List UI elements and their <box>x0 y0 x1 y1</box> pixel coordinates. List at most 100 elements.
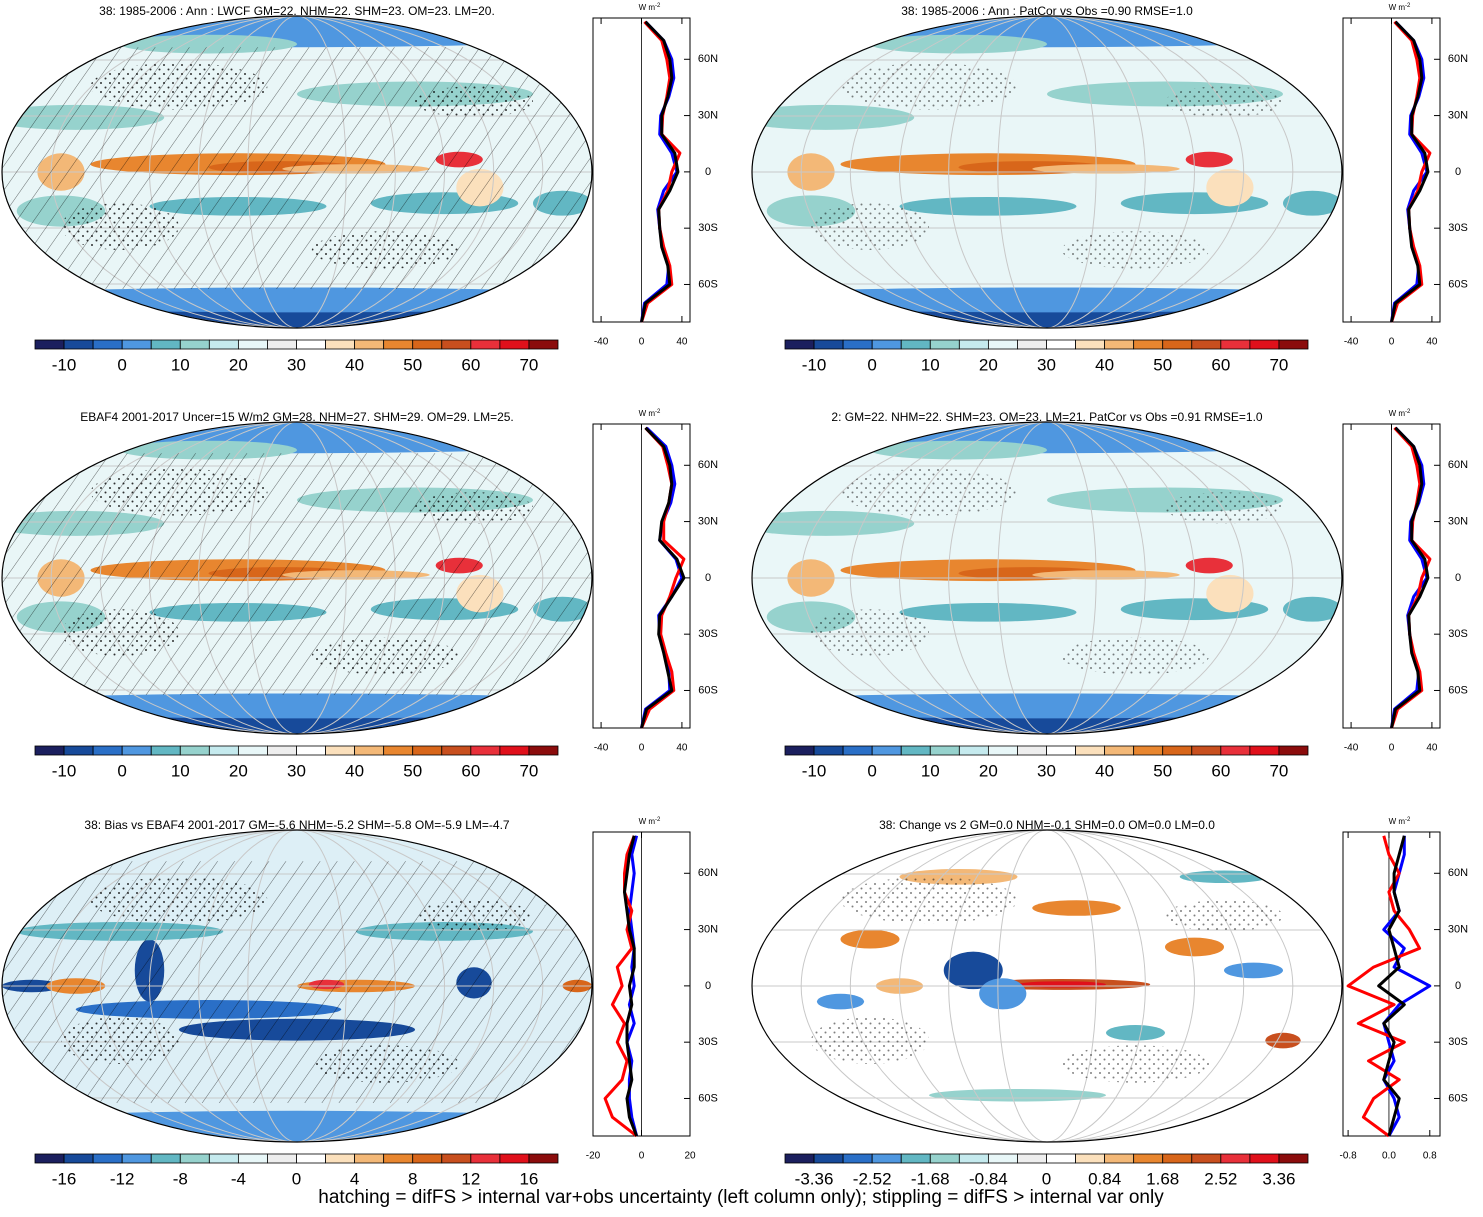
y-tick-label: 0 <box>1455 572 1461 584</box>
x-tick-label: 0 <box>639 1151 645 1162</box>
colorbar-box <box>470 1153 501 1164</box>
colorbar-box <box>208 339 239 350</box>
colorbar-label: 70 <box>1269 355 1288 374</box>
colorbar-box <box>987 1153 1018 1164</box>
colorbar-box <box>1278 1153 1309 1164</box>
colorbar-label: -10 <box>52 761 77 780</box>
x-tick-label: 0.0 <box>1382 1151 1396 1162</box>
colorbar-box <box>987 339 1018 350</box>
colorbar-label: 60 <box>1211 355 1230 374</box>
colorbar-label: -12 <box>110 1169 135 1188</box>
colorbar-box <box>813 339 844 350</box>
colorbar-box <box>296 339 326 350</box>
colorbar-box <box>958 1153 989 1164</box>
y-tick-label: 60N <box>1448 459 1468 471</box>
stippling <box>90 876 268 924</box>
colorbar-box <box>237 745 268 756</box>
colorbar-box <box>958 745 989 756</box>
units-base: W m <box>639 817 656 826</box>
field-blob <box>2 16 592 48</box>
colorbar-label: -0.84 <box>969 1169 1008 1188</box>
colorbar-label: 20 <box>979 761 998 780</box>
colorbar-box <box>237 339 268 350</box>
map-outline <box>1 829 593 1143</box>
colorbar-label: 70 <box>1269 761 1288 780</box>
profile-line <box>1390 426 1430 729</box>
profile-line <box>640 426 686 729</box>
colorbar-label: 40 <box>345 355 364 374</box>
stippling <box>1165 900 1283 932</box>
profile-line <box>640 426 686 729</box>
colorbar-label: 20 <box>979 355 998 374</box>
colorbar-label: 4 <box>350 1169 359 1188</box>
field-blob <box>870 34 1047 54</box>
profile-line <box>1346 835 1422 1138</box>
colorbar-label: 40 <box>1095 761 1114 780</box>
colorbar-label: 0 <box>117 761 126 780</box>
field-blob <box>752 16 1342 48</box>
field-blob <box>1185 557 1233 574</box>
footer: hatching = difFS > internal var+obs unce… <box>318 1187 1164 1208</box>
x-tick-label: 0.8 <box>1423 1151 1437 1162</box>
units: W m-2 <box>639 817 661 827</box>
units-base: W m <box>1389 817 1406 826</box>
units-exp: -2 <box>1405 817 1411 823</box>
field-blob <box>1032 570 1180 580</box>
colorbar-box <box>441 745 472 756</box>
x-tick-label: 40 <box>1426 743 1438 754</box>
colorbar-box <box>354 1153 385 1164</box>
x-tick-label: 40 <box>676 337 688 348</box>
y-tick-label: 30N <box>698 109 718 121</box>
y-tick-label: 0 <box>1455 166 1461 178</box>
colorbar-box <box>267 745 297 756</box>
field-blob <box>752 693 1342 719</box>
colorbar-label: 0.84 <box>1088 1169 1121 1188</box>
y-tick-label: 60S <box>1448 1092 1468 1104</box>
colorbar-box <box>784 339 815 350</box>
units-exp: -2 <box>655 3 661 9</box>
colorbar-box <box>296 745 326 756</box>
colorbar-label: 10 <box>171 355 190 374</box>
units: W m-2 <box>639 3 661 13</box>
colorbar-box <box>1191 745 1222 756</box>
colorbar-box <box>1133 1153 1164 1164</box>
colorbar-box <box>900 1153 931 1164</box>
colorbar-box <box>150 339 181 350</box>
stippling <box>1061 1045 1210 1083</box>
field-blob <box>1032 164 1180 174</box>
colorbar-box <box>179 339 210 350</box>
y-tick-label: 0 <box>1455 980 1461 992</box>
stippling <box>90 468 268 516</box>
colorbar-label: -10 <box>802 355 827 374</box>
colorbar-box <box>1133 745 1164 756</box>
map <box>752 16 1342 328</box>
x-tick-label: -0.8 <box>1339 1151 1357 1162</box>
panel-title: 2: GM=22. NHM=22. SHM=23. OM=23. LM=21. … <box>831 410 1263 424</box>
field-blob <box>1206 168 1254 207</box>
colorbar-label: 60 <box>461 355 480 374</box>
units-exp: -2 <box>1405 409 1411 415</box>
colorbar-label: 0 <box>867 355 876 374</box>
colorbar-box <box>34 745 65 756</box>
x-tick-label: -40 <box>1344 337 1359 348</box>
colorbar-box <box>325 339 356 350</box>
colorbar-box <box>842 339 873 350</box>
y-tick-label: 30S <box>698 222 718 234</box>
colorbar-label: 50 <box>403 761 422 780</box>
colorbar-box <box>267 1153 297 1164</box>
colorbar-label: 10 <box>171 761 190 780</box>
y-tick-label: 30N <box>1448 515 1468 527</box>
profile-line <box>1390 20 1430 323</box>
x-tick-label: 20 <box>684 1151 696 1162</box>
profile-frame <box>1342 831 1441 1137</box>
field-blob <box>899 196 1077 216</box>
colorbar-box <box>813 1153 844 1164</box>
colorbar-label: 50 <box>1153 761 1172 780</box>
x-tick-label: 0 <box>639 337 645 348</box>
stippling <box>840 62 1018 110</box>
colorbar-label: 1.68 <box>1146 1169 1179 1188</box>
colorbar-box <box>987 745 1018 756</box>
colorbar-label: 10 <box>921 761 940 780</box>
map <box>2 422 592 734</box>
colorbar-box <box>1249 745 1280 756</box>
